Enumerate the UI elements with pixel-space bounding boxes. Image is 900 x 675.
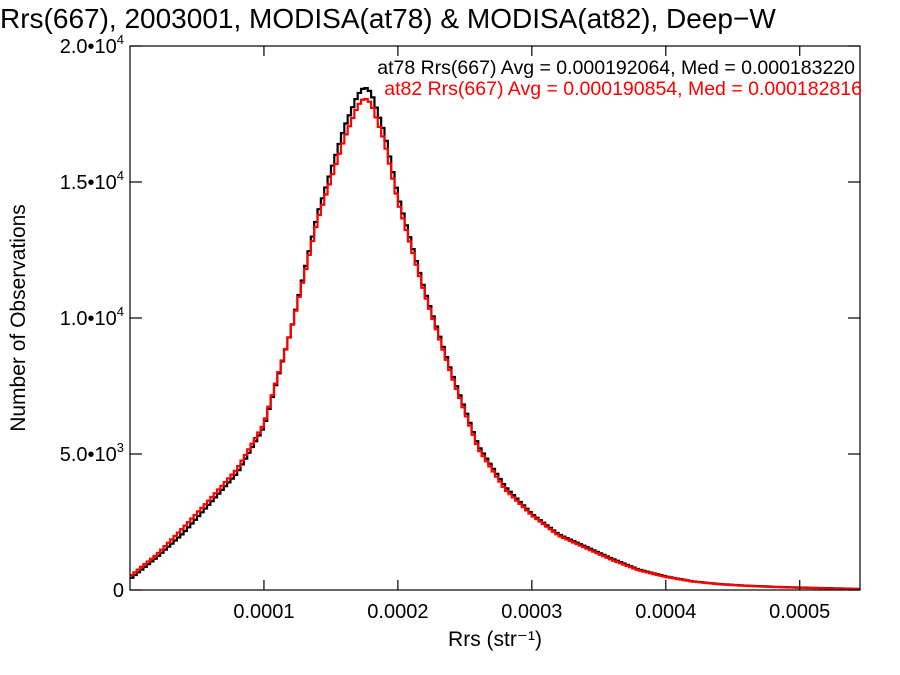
y-tick-label: 1.0•104	[60, 304, 124, 330]
y-axis-ticks: 0 5.0•103 1.0•104 1.5•104 2.0•104	[60, 32, 860, 602]
x-axis-ticks: 0.0001 0.0002 0.0003 0.0004 0.0005	[233, 46, 830, 623]
x-tick-label: 0.0005	[769, 601, 830, 623]
legend: at78 Rrs(667) Avg = 0.000192064, Med = 0…	[377, 57, 862, 100]
x-tick-label: 0.0002	[367, 601, 428, 623]
x-tick-label: 0.0004	[635, 601, 696, 623]
x-axis-label: Rrs (str⁻¹)	[448, 628, 542, 651]
legend-entry-at82: at82 Rrs(667) Avg = 0.000190854, Med = 0…	[384, 78, 862, 100]
series-layer	[130, 87, 860, 591]
x-tick-label: 0.0001	[233, 601, 294, 623]
series-line-at82	[130, 97, 860, 591]
y-tick-label: 2.0•104	[60, 32, 124, 58]
chart-title: Rrs(667), 2003001, MODISA(at78) & MODISA…	[0, 3, 776, 34]
x-tick-label: 0.0003	[501, 601, 562, 623]
y-tick-label: 5.0•103	[60, 440, 124, 466]
y-tick-label: 0	[113, 580, 124, 602]
y-axis-label: Number of Observations	[7, 204, 30, 432]
y-tick-label: 1.5•104	[60, 168, 124, 194]
legend-entry-at78: at78 Rrs(667) Avg = 0.000192064, Med = 0…	[377, 57, 855, 79]
